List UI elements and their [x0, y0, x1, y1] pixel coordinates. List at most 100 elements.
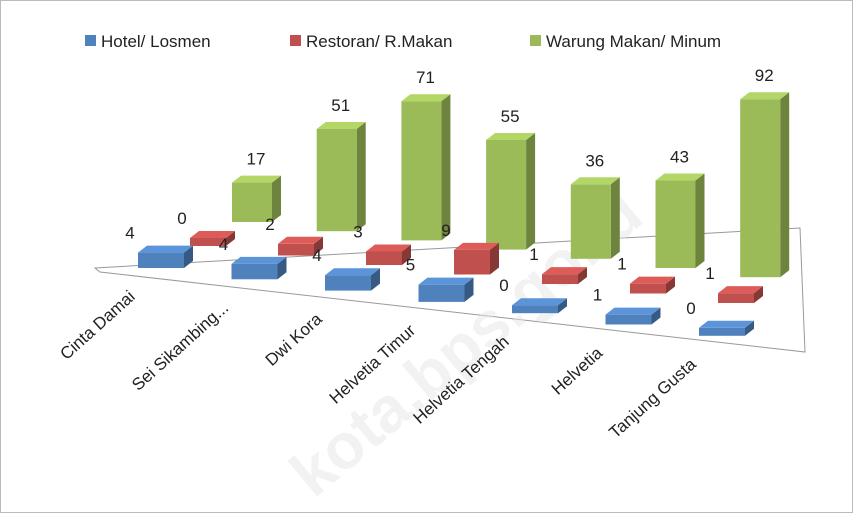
bar [718, 286, 763, 303]
bar-front [454, 249, 490, 275]
bar-front [190, 238, 226, 246]
bar-side [184, 245, 193, 268]
bar-side [780, 92, 790, 278]
legend-swatch [85, 35, 96, 46]
legend-label: Hotel/ Losmen [101, 32, 211, 51]
bar-front [486, 139, 527, 250]
bar-front [232, 182, 272, 222]
bar-side [277, 256, 287, 280]
bar-front [401, 101, 442, 241]
bar-top [401, 94, 451, 102]
bar-top [190, 231, 235, 238]
bar-top [630, 276, 675, 284]
data-label: 1 [705, 264, 714, 283]
data-label: 5 [406, 256, 415, 275]
bar [190, 231, 235, 246]
bar [740, 92, 790, 278]
bar-top [486, 132, 536, 140]
bar-front [278, 243, 314, 256]
bar-top [512, 298, 567, 306]
data-label: 1 [593, 286, 602, 305]
bar-side [314, 236, 323, 256]
bar-top [325, 268, 380, 276]
data-label: 2 [265, 215, 274, 234]
bar-front [325, 275, 371, 291]
bar-top [699, 320, 754, 328]
bar [605, 307, 661, 325]
bar [454, 242, 499, 275]
bar-side [578, 267, 587, 284]
bar [366, 244, 411, 265]
bar-side [754, 286, 763, 303]
bar-side [651, 307, 661, 325]
data-label: 43 [670, 148, 689, 167]
bar-front [570, 184, 611, 259]
bar-front [740, 99, 781, 278]
bar-top [231, 256, 287, 264]
bar-top [542, 267, 587, 275]
bar [542, 267, 587, 284]
bar [630, 276, 675, 294]
legend-swatch [290, 35, 301, 46]
data-label: 4 [125, 224, 134, 243]
bar [486, 132, 536, 250]
bar-top [718, 286, 763, 294]
bar-top [138, 245, 193, 253]
bar-top [316, 121, 366, 129]
data-label: 51 [331, 96, 350, 115]
bar-front [630, 283, 666, 294]
bar-side [558, 298, 567, 314]
bar-front [138, 252, 184, 268]
bar-top [418, 277, 474, 285]
bar [231, 256, 287, 280]
data-label: 17 [247, 150, 266, 169]
data-label: 0 [686, 299, 695, 318]
bar [512, 298, 567, 314]
data-label: 92 [755, 66, 774, 85]
bar-side [745, 320, 754, 336]
bar-top [570, 177, 620, 185]
data-label: 36 [585, 151, 604, 170]
bar-side [610, 177, 620, 259]
data-label: 9 [441, 221, 450, 240]
bar-side [526, 132, 536, 250]
bar-front [699, 327, 745, 336]
data-label: 0 [177, 209, 186, 228]
bar [401, 94, 451, 241]
legend-swatch [530, 35, 541, 46]
bar [232, 175, 281, 222]
data-label: 55 [501, 107, 520, 126]
bar-top [232, 175, 281, 183]
bar [418, 277, 474, 302]
bar-side [356, 121, 366, 232]
bar-front [418, 284, 465, 302]
bar-top [454, 242, 499, 250]
data-label: 71 [416, 68, 435, 87]
bar [278, 236, 323, 256]
bar-side [464, 277, 474, 302]
data-label: 1 [529, 245, 538, 264]
bar-side [402, 244, 411, 265]
bar [138, 245, 193, 268]
bar-side [490, 242, 499, 275]
bar-side [666, 276, 675, 294]
bar [325, 268, 380, 291]
bar-front [542, 274, 578, 284]
data-label: 3 [353, 222, 362, 241]
bar-top [740, 92, 790, 100]
bar-top [655, 173, 705, 181]
bar [570, 177, 620, 259]
legend-label: Warung Makan/ Minum [546, 32, 721, 51]
bar-side [441, 94, 451, 241]
data-label: 1 [617, 255, 626, 274]
data-label: 4 [219, 235, 228, 254]
bar-top [278, 236, 323, 244]
bar-front [512, 305, 558, 314]
bar [316, 121, 366, 232]
bar-side [272, 175, 281, 222]
bar-top [605, 307, 661, 315]
bar-front [316, 128, 357, 232]
bar-front [655, 180, 696, 268]
data-label: 4 [312, 246, 321, 265]
